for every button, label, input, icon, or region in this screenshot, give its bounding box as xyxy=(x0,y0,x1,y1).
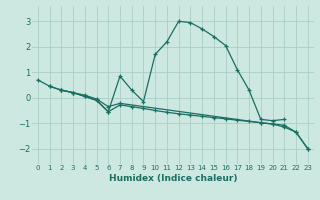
X-axis label: Humidex (Indice chaleur): Humidex (Indice chaleur) xyxy=(108,174,237,183)
